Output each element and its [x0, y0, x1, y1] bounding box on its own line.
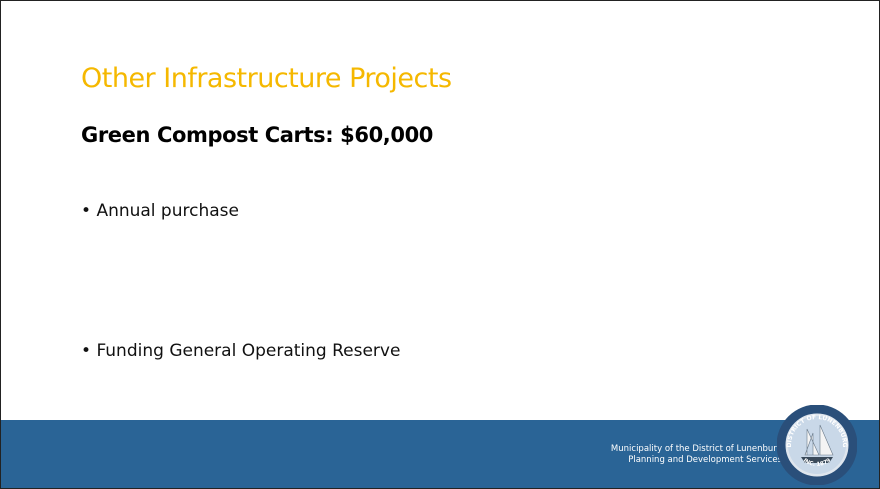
footer-line: Municipality of the District of Lunenbur… — [610, 444, 782, 454]
logo: DISTRICT OF LUNENBURG INC. 1879 — [777, 405, 857, 485]
slide-title: Other Infrastructure Projects — [81, 63, 452, 94]
footer-text: Municipality of the District of Lunenbur… — [611, 444, 782, 466]
bullet: Annual purchase — [81, 201, 239, 221]
footer-line: Planning and Development Services — [628, 455, 782, 465]
footer-bar: Municipality of the District of Lunenbur… — [1, 420, 879, 488]
logo-text-bottom: INC. 1879 — [802, 458, 832, 468]
slide-subtitle: Green Compost Carts: $60,000 — [81, 123, 434, 147]
logo-text: INC. 1879 — [802, 458, 832, 468]
bullet: Funding General Operating Reserve — [81, 341, 400, 361]
